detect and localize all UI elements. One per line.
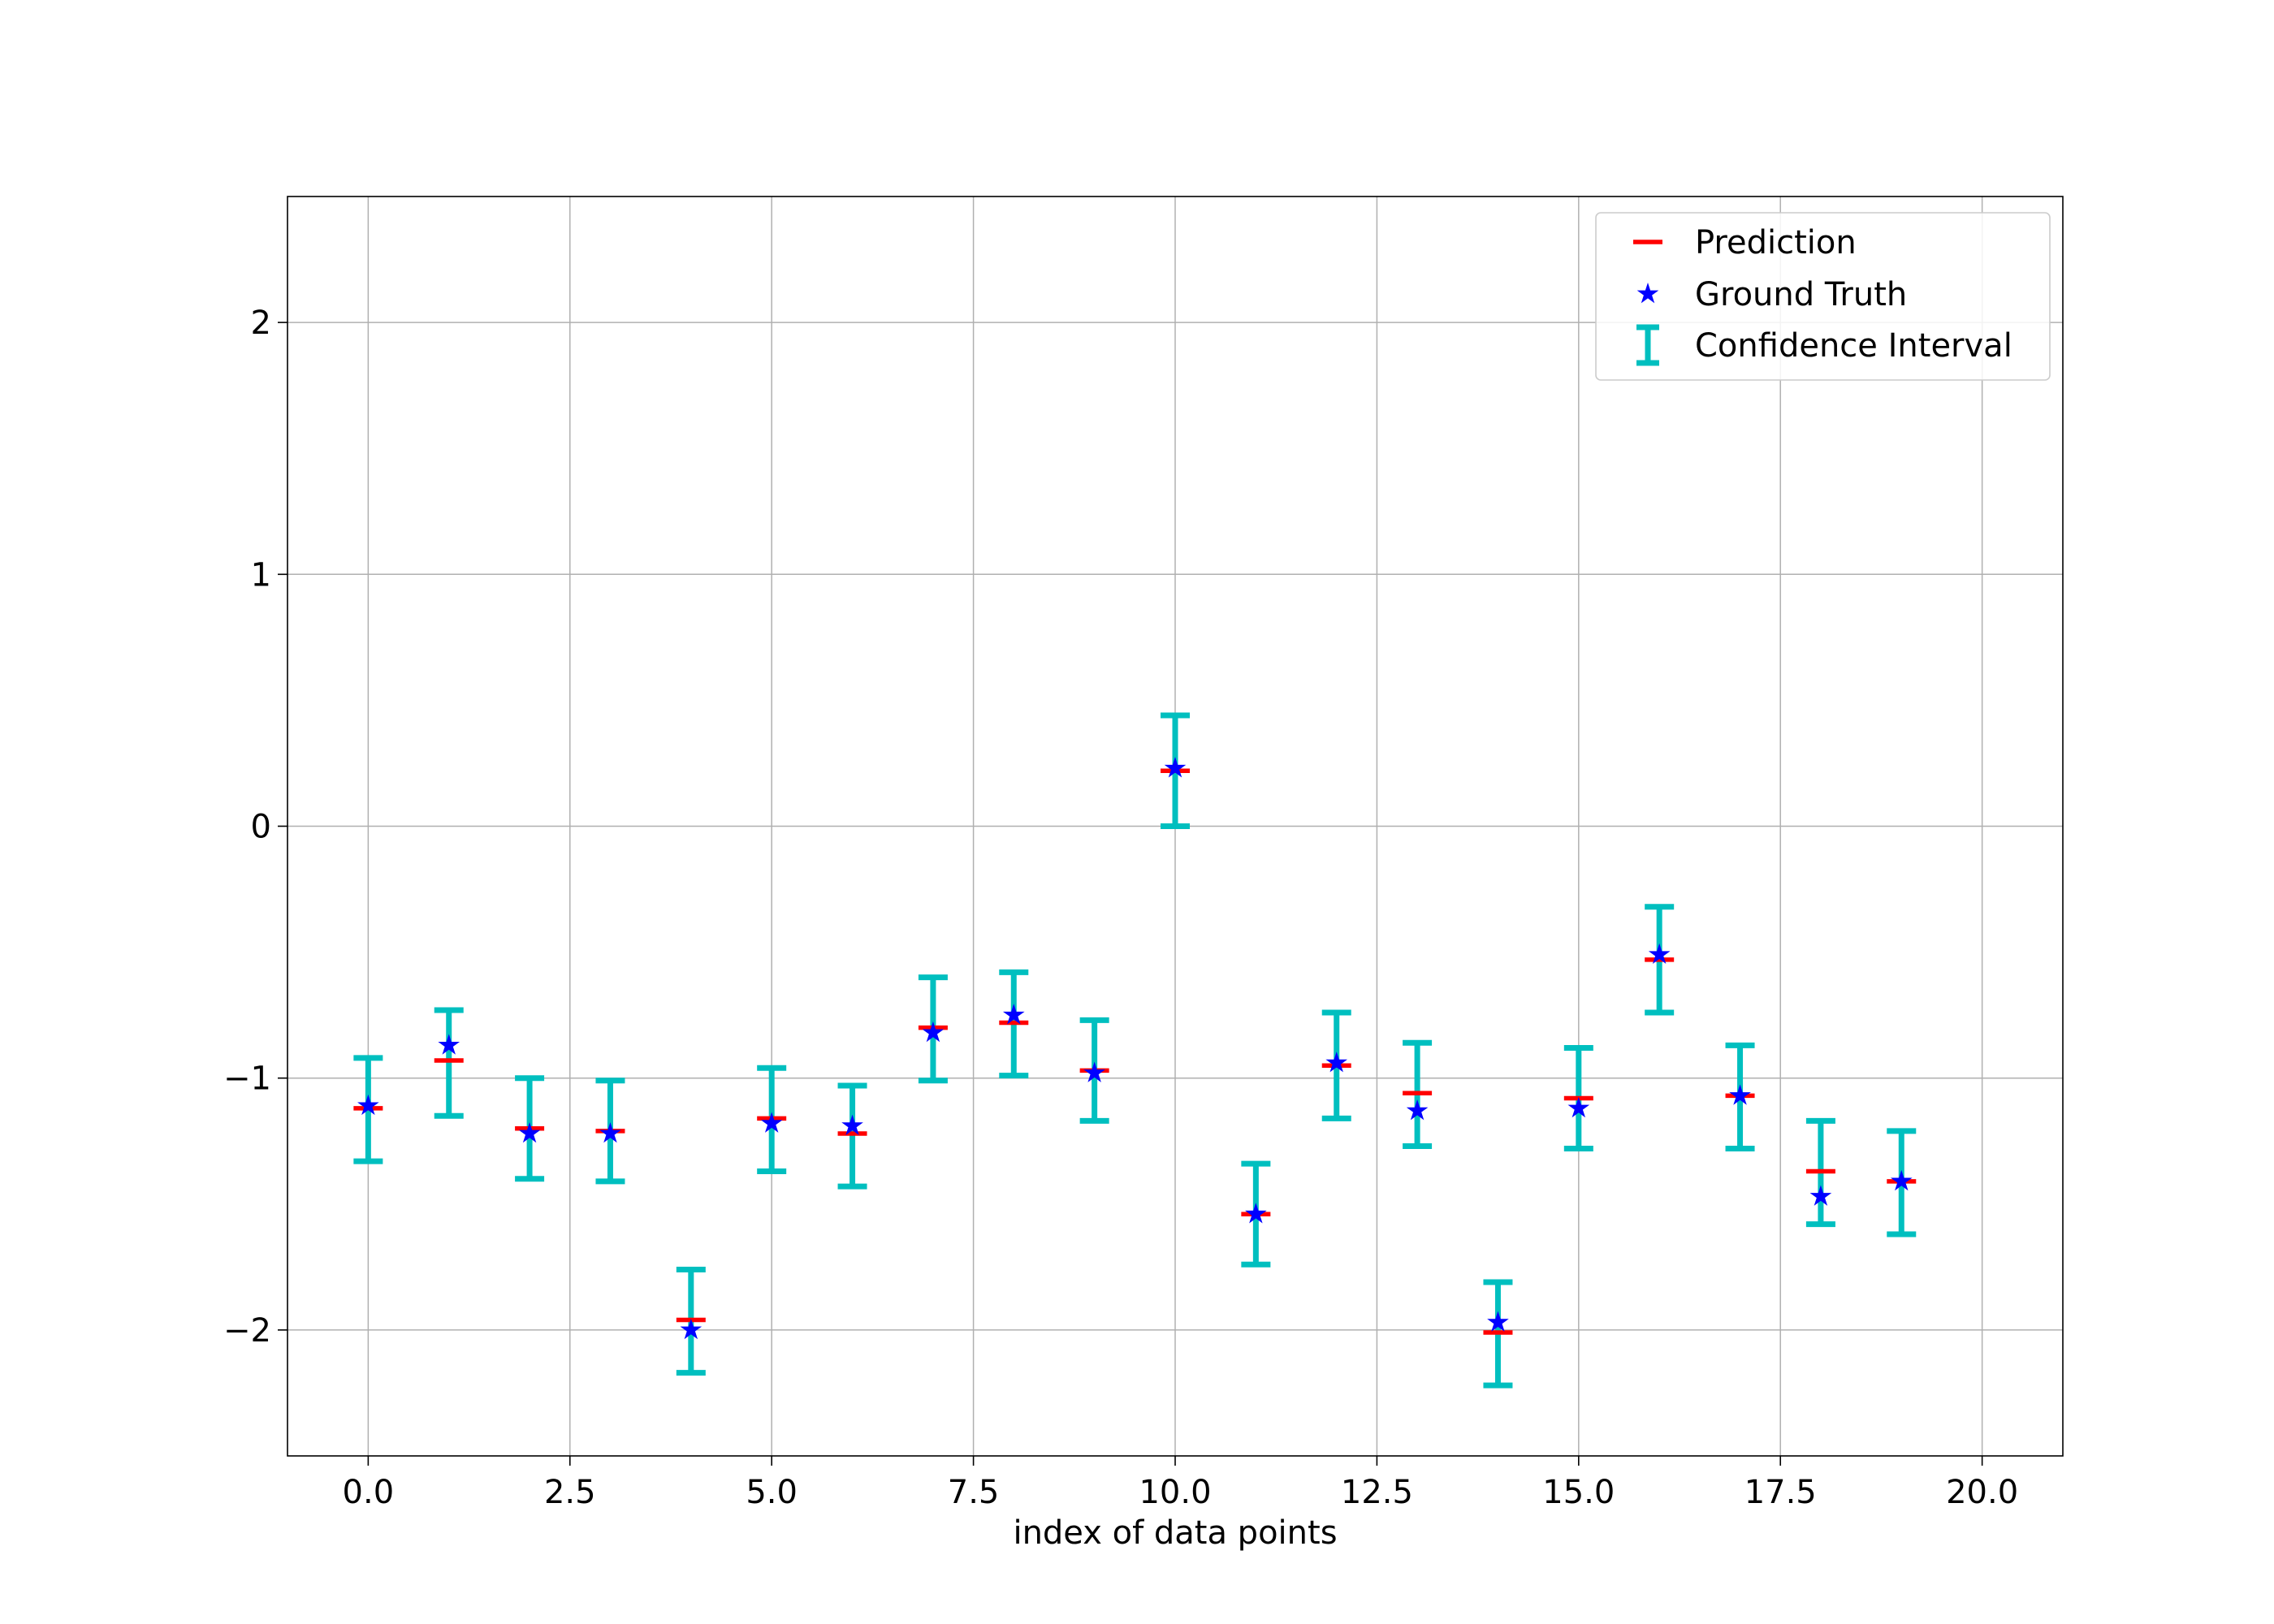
ground-truth-marker [518,1121,541,1143]
x-tick-label: 2.5 [544,1474,596,1511]
x-tick-label: 15.0 [1542,1474,1615,1511]
x-tick-label: 7.5 [948,1474,1000,1511]
ground-truth-marker [1245,1203,1267,1224]
ground-truth-marker [1164,757,1187,778]
ground-truths [357,757,1913,1340]
y-axis-ticks: −2 −1 0 1 2 [223,304,287,1350]
y-tick-label: 1 [251,556,271,594]
grid [287,197,2063,1456]
x-tick-label: 10.0 [1139,1474,1211,1511]
ground-truth-marker [1648,943,1671,965]
y-tick-label: 0 [251,809,271,846]
ground-truth-marker [1325,1052,1348,1073]
ground-truth-marker [1890,1169,1913,1191]
x-axis-label: index of data points [1013,1514,1337,1552]
x-tick-label: 20.0 [1946,1474,2018,1511]
legend-ground-truth-swatch [1636,283,1659,304]
x-tick-label: 5.0 [746,1474,798,1511]
ground-truth-marker [1809,1185,1832,1206]
legend-label: Prediction [1695,224,1857,261]
x-tick-label: 0.0 [343,1474,395,1511]
ground-truth-marker [1083,1061,1105,1082]
x-tick-label: 17.5 [1744,1474,1817,1511]
x-axis-ticks: 0.0 2.5 5.0 7.5 10.0 12.5 15.0 17.5 20.0 [343,1456,2018,1511]
y-tick-label: −1 [223,1060,271,1098]
y-tick-label: −2 [223,1312,271,1350]
ground-truth-marker [922,1021,945,1043]
ground-truth-marker [1487,1311,1509,1332]
ground-truth-marker [841,1114,863,1135]
ground-truth-marker [760,1112,783,1133]
y-tick-label: 2 [251,304,271,342]
ground-truth-marker [1002,1004,1025,1025]
legend-label: Ground Truth [1695,276,1907,313]
legend: Prediction Ground Truth Confidence Interva… [1595,212,2051,381]
legend-box [1595,212,2051,381]
ground-truth-marker [357,1094,379,1116]
ground-truth-marker [438,1034,460,1055]
ground-truth-marker [680,1318,703,1340]
ground-truth-marker [1567,1096,1590,1118]
ground-truth-marker [1729,1084,1751,1105]
ground-truth-marker [599,1121,621,1143]
legend-label: Confidence Interval [1695,327,2012,365]
x-tick-label: 12.5 [1341,1474,1413,1511]
ground-truth-marker [1406,1099,1429,1121]
